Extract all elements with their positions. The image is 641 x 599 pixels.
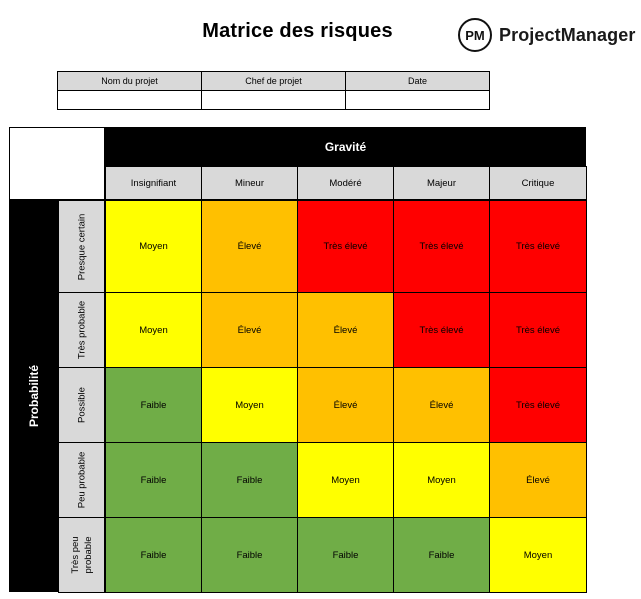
probability-row-header: Peu probable [58,442,105,518]
risk-cell: Élevé [297,367,394,443]
risk-cell: Moyen [489,517,587,593]
probability-row-label: Presque certain [76,213,87,280]
probability-row-header: Très probable [58,292,105,368]
probability-row-header: Très peu probable [58,517,105,593]
risk-cell: Moyen [201,367,298,443]
risk-cell: Faible [105,517,202,593]
severity-header: Gravité [105,127,586,166]
risk-cell: Très élevé [489,200,587,293]
risk-cell: Très élevé [489,292,587,368]
risk-cell: Moyen [297,442,394,518]
risk-cell: Élevé [201,200,298,293]
matrix-corner [9,127,105,200]
severity-column-header: Majeur [393,166,490,200]
risk-cell: Très élevé [393,200,490,293]
severity-column-header: Modéré [297,166,394,200]
project-info-table: Nom du projet Chef de projet Date [57,71,490,110]
logo-text: ProjectManager [499,24,636,45]
date-field[interactable] [345,90,490,110]
risk-cell: Moyen [393,442,490,518]
risk-cell: Élevé [201,292,298,368]
project-name-header: Nom du projet [57,71,202,91]
project-name-field[interactable] [57,90,202,110]
risk-matrix: Gravité Probabilité Insignifiant Mineur Mo… [9,127,587,593]
pm-logo-icon: PM [458,18,492,52]
project-manager-field[interactable] [201,90,346,110]
risk-cell: Élevé [489,442,587,518]
risk-cell: Faible [201,517,298,593]
severity-column-header: Insignifiant [105,166,202,200]
severity-column-header: Mineur [201,166,298,200]
risk-cell: Très élevé [297,200,394,293]
project-manager-header: Chef de projet [201,71,346,91]
date-header: Date [345,71,490,91]
probability-row-header: Presque certain [58,200,105,293]
risk-cell: Faible [105,367,202,443]
risk-cell: Faible [297,517,394,593]
risk-cell: Faible [105,442,202,518]
severity-column-header: Critique [489,166,587,200]
risk-cell: Élevé [297,292,394,368]
page-title: Matrice des risques [202,20,393,42]
risk-cell: Très élevé [489,367,587,443]
severity-label: Gravité [324,139,367,154]
risk-cell: Très élevé [393,292,490,368]
probability-row-label: Peu probable [76,451,87,509]
projectmanager-logo: PM ProjectManager [458,18,635,52]
risk-cell: Faible [201,442,298,518]
probability-row-label: Possible [76,387,87,423]
probability-header: Probabilité [9,200,58,592]
risk-cell: Élevé [393,367,490,443]
probability-label: Probabilité [26,364,41,428]
risk-cell: Moyen [105,292,202,368]
risk-cell: Moyen [105,200,202,293]
probability-row-header: Possible [58,367,105,443]
risk-cell: Faible [393,517,490,593]
probability-row-label: Très peu probable [69,536,94,574]
probability-row-label: Très probable [76,300,87,360]
